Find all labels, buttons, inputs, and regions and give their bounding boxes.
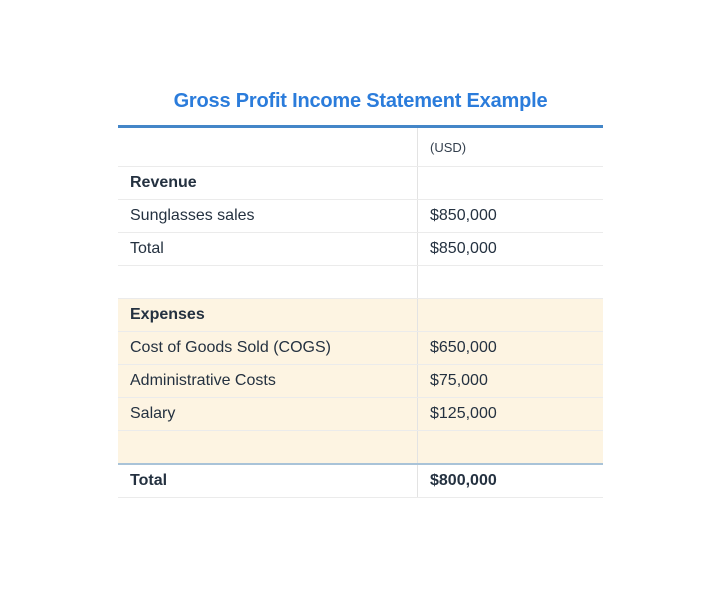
row-value: $850,000 — [417, 200, 603, 232]
table-row-cogs: Cost of Goods Sold (COGS) $650,000 — [118, 332, 603, 365]
table-header-row: (USD) — [118, 128, 603, 167]
page-title: Gross Profit Income Statement Example — [173, 90, 548, 112]
row-label: Revenue — [130, 174, 197, 191]
row-value — [417, 266, 603, 298]
header-label-cell — [118, 128, 417, 166]
table-row-sunglasses-sales: Sunglasses sales $850,000 — [118, 200, 603, 233]
row-value — [417, 431, 603, 463]
row-label — [118, 431, 417, 463]
table-row-grand-total: Total $800,000 — [118, 463, 603, 498]
table-row-salary: Salary $125,000 — [118, 398, 603, 431]
row-label: Total — [130, 240, 164, 257]
currency-header: (USD) — [417, 128, 603, 166]
statement-container: Gross Profit Income Statement Example (U… — [118, 90, 603, 498]
row-value: $125,000 — [417, 398, 603, 430]
row-label: Sunglasses sales — [130, 207, 255, 224]
table-row-revenue-header: Revenue — [118, 167, 603, 200]
row-label — [118, 266, 417, 298]
table-row-spacer — [118, 266, 603, 299]
row-label: Cost of Goods Sold (COGS) — [130, 339, 331, 356]
row-value — [417, 167, 603, 199]
income-statement-table: (USD) Revenue Sunglasses sales $850,000 … — [118, 125, 603, 498]
row-label: Expenses — [130, 306, 205, 323]
row-value: $800,000 — [417, 465, 603, 497]
table-row-spacer — [118, 431, 603, 463]
row-value: $850,000 — [417, 233, 603, 265]
row-value: $75,000 — [417, 365, 603, 397]
row-value — [417, 299, 603, 331]
row-label: Administrative Costs — [130, 372, 276, 389]
table-row-administrative-costs: Administrative Costs $75,000 — [118, 365, 603, 398]
row-label: Salary — [130, 405, 176, 422]
row-value: $650,000 — [417, 332, 603, 364]
row-label: Total — [130, 472, 168, 489]
table-row-revenue-total: Total $850,000 — [118, 233, 603, 266]
table-row-expenses-header: Expenses — [118, 299, 603, 332]
